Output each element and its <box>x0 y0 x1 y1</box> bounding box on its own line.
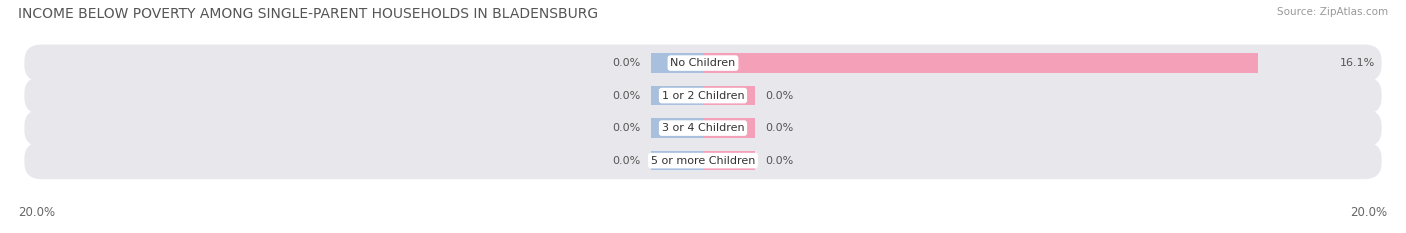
FancyBboxPatch shape <box>24 110 1382 147</box>
Text: 20.0%: 20.0% <box>18 206 55 219</box>
Text: 5 or more Children: 5 or more Children <box>651 156 755 166</box>
FancyBboxPatch shape <box>24 45 1382 82</box>
Bar <box>651 53 703 73</box>
Bar <box>703 118 755 138</box>
Text: 20.0%: 20.0% <box>1351 206 1388 219</box>
Bar <box>651 118 703 138</box>
Legend: Single Father, Single Mother: Single Father, Single Mother <box>598 230 808 233</box>
Bar <box>703 86 755 105</box>
FancyBboxPatch shape <box>24 77 1382 114</box>
Bar <box>651 151 703 170</box>
Text: 0.0%: 0.0% <box>613 91 641 101</box>
Bar <box>651 86 703 105</box>
Bar <box>703 53 1257 73</box>
Text: 0.0%: 0.0% <box>613 156 641 166</box>
Text: 0.0%: 0.0% <box>765 156 793 166</box>
Text: 0.0%: 0.0% <box>613 58 641 68</box>
Text: 0.0%: 0.0% <box>765 123 793 133</box>
Text: 16.1%: 16.1% <box>1340 58 1375 68</box>
FancyBboxPatch shape <box>24 142 1382 179</box>
Text: 1 or 2 Children: 1 or 2 Children <box>662 91 744 101</box>
Text: 0.0%: 0.0% <box>765 91 793 101</box>
Text: No Children: No Children <box>671 58 735 68</box>
Bar <box>703 151 755 170</box>
Text: 3 or 4 Children: 3 or 4 Children <box>662 123 744 133</box>
Text: Source: ZipAtlas.com: Source: ZipAtlas.com <box>1277 7 1388 17</box>
Text: INCOME BELOW POVERTY AMONG SINGLE-PARENT HOUSEHOLDS IN BLADENSBURG: INCOME BELOW POVERTY AMONG SINGLE-PARENT… <box>18 7 599 21</box>
Text: 0.0%: 0.0% <box>613 123 641 133</box>
